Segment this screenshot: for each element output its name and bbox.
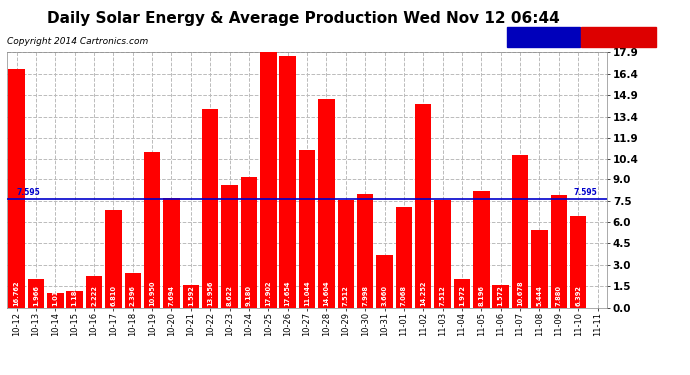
Bar — [260, 53, 277, 308]
Bar — [531, 230, 548, 308]
Text: 5.444: 5.444 — [536, 285, 542, 306]
Text: 6.392: 6.392 — [575, 285, 581, 306]
Bar — [183, 285, 199, 308]
Bar — [144, 152, 160, 308]
Bar — [105, 210, 121, 308]
Bar — [299, 150, 315, 308]
Bar — [86, 276, 102, 308]
Text: 1.016: 1.016 — [52, 285, 59, 306]
Text: 2.396: 2.396 — [130, 285, 136, 306]
Text: 7.068: 7.068 — [401, 285, 407, 306]
Text: 7.512: 7.512 — [440, 285, 446, 306]
Bar — [551, 195, 567, 308]
Text: 10.950: 10.950 — [149, 281, 155, 306]
Text: 3.660: 3.660 — [382, 285, 388, 306]
Text: 17.902: 17.902 — [266, 281, 271, 306]
Text: 7.512: 7.512 — [343, 285, 348, 306]
Bar — [202, 109, 219, 308]
Bar — [318, 99, 335, 308]
Bar — [493, 285, 509, 308]
Bar — [279, 56, 296, 308]
Bar — [473, 191, 490, 308]
Text: 10.678: 10.678 — [517, 281, 523, 306]
Text: 2.222: 2.222 — [91, 285, 97, 306]
Bar — [124, 273, 141, 308]
Bar — [8, 69, 25, 308]
Bar — [337, 201, 354, 308]
Text: 14.604: 14.604 — [324, 281, 329, 306]
Text: 8.196: 8.196 — [478, 285, 484, 306]
Bar — [66, 291, 83, 308]
Text: 17.654: 17.654 — [285, 281, 290, 306]
Text: 7.595: 7.595 — [17, 188, 40, 197]
Text: Daily  (kWh): Daily (kWh) — [589, 33, 647, 42]
Text: 1.592: 1.592 — [188, 285, 194, 306]
Text: 6.810: 6.810 — [110, 285, 117, 306]
Text: 7.694: 7.694 — [168, 285, 175, 306]
Text: Daily Solar Energy & Average Production Wed Nov 12 06:44: Daily Solar Energy & Average Production … — [47, 11, 560, 26]
Bar — [47, 293, 63, 308]
Bar — [395, 207, 412, 308]
Text: 16.762: 16.762 — [14, 281, 19, 306]
Text: 1.184: 1.184 — [72, 285, 78, 306]
Text: 1.966: 1.966 — [33, 285, 39, 306]
Text: 14.252: 14.252 — [420, 281, 426, 306]
Bar — [28, 279, 44, 308]
Text: 1.572: 1.572 — [497, 285, 504, 306]
Bar — [454, 279, 470, 308]
Bar — [164, 198, 179, 308]
Bar — [570, 216, 586, 308]
Text: 9.180: 9.180 — [246, 285, 252, 306]
Text: Average  (kWh): Average (kWh) — [506, 33, 580, 42]
Text: 11.044: 11.044 — [304, 281, 310, 306]
Text: 8.622: 8.622 — [226, 285, 233, 306]
Bar — [435, 201, 451, 308]
Text: 13.956: 13.956 — [207, 281, 213, 306]
Text: 1.972: 1.972 — [459, 285, 465, 306]
Bar — [357, 194, 373, 308]
Text: 7.595: 7.595 — [574, 188, 598, 197]
Text: 7.998: 7.998 — [362, 285, 368, 306]
Bar — [221, 184, 238, 308]
Text: 7.880: 7.880 — [555, 285, 562, 306]
Text: Copyright 2014 Cartronics.com: Copyright 2014 Cartronics.com — [7, 38, 148, 46]
Bar — [241, 177, 257, 308]
Bar — [376, 255, 393, 308]
Bar — [415, 105, 431, 308]
Bar — [512, 155, 529, 308]
